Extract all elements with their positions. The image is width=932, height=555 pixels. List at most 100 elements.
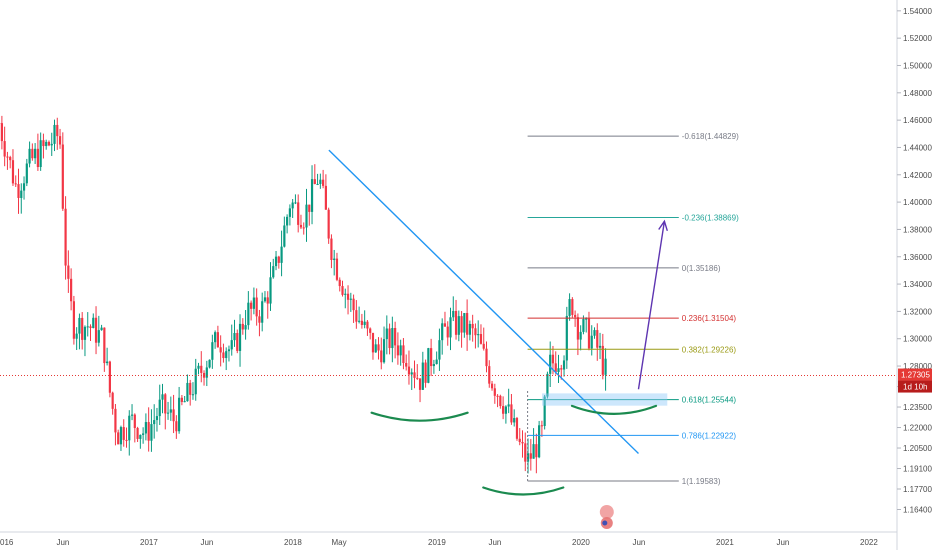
- candle-body: [150, 424, 152, 441]
- candle-body: [305, 205, 307, 228]
- candle: [364, 310, 366, 328]
- candle-body: [23, 183, 25, 190]
- fib-level: 0(1.35186): [528, 264, 721, 273]
- countdown-value: 1d 10h: [903, 383, 927, 392]
- candle-body: [355, 310, 357, 322]
- candle-body: [42, 140, 44, 146]
- candle: [557, 355, 559, 383]
- fib-level: 0.786(1.22922): [528, 431, 737, 440]
- candle-body: [184, 401, 186, 402]
- candle: [541, 421, 543, 437]
- candle: [195, 359, 197, 401]
- candle-body: [333, 259, 335, 260]
- fibonacci-retracement: -0.618(1.44829) -0.236(1.38869) 0(1.35186)…: [528, 132, 739, 486]
- candle: [236, 330, 238, 354]
- candle: [278, 256, 280, 269]
- candle: [67, 250, 69, 293]
- candle-body: [488, 366, 490, 384]
- candle: [502, 396, 504, 419]
- candle-body: [37, 149, 39, 167]
- candle: [172, 395, 174, 433]
- candle-body: [12, 160, 14, 183]
- candle: [283, 217, 285, 248]
- candle: [186, 374, 188, 401]
- candle: [449, 308, 451, 350]
- candle: [26, 159, 28, 186]
- candle-body: [585, 319, 587, 320]
- candle: [499, 395, 501, 409]
- time-tick-label: Jun: [776, 538, 789, 547]
- candle-body: [208, 360, 210, 368]
- candle-body: [568, 299, 570, 316]
- candle: [433, 360, 435, 374]
- candle-body: [62, 145, 64, 209]
- candle-body: [380, 350, 382, 362]
- candle: [76, 327, 78, 350]
- candle: [513, 409, 515, 426]
- candle-body: [391, 328, 393, 348]
- fib-level: 0.382(1.29226): [528, 345, 737, 354]
- candle-body: [402, 345, 404, 363]
- candle: [289, 204, 291, 225]
- fib-label: -0.618(1.44829): [682, 132, 739, 141]
- candle: [280, 231, 282, 277]
- candle-body: [53, 125, 55, 144]
- candle: [211, 335, 213, 369]
- candle: [532, 428, 534, 459]
- price-tick-label: 1.23500: [903, 403, 932, 412]
- candle: [73, 296, 75, 345]
- candle-body: [134, 415, 136, 428]
- candle-body: [297, 202, 299, 224]
- candle-body: [59, 136, 61, 144]
- candle: [496, 394, 498, 407]
- candle-body: [51, 144, 53, 145]
- candle-body: [164, 394, 166, 413]
- candle: [12, 149, 14, 186]
- candle-body: [98, 330, 100, 343]
- candle: [585, 317, 587, 332]
- candle-body: [496, 396, 498, 397]
- candle-body: [538, 425, 540, 457]
- fib-label: 0.382(1.29226): [682, 345, 737, 354]
- candle-body: [211, 342, 213, 360]
- candle: [599, 333, 601, 359]
- candle-body: [197, 366, 199, 369]
- candle: [485, 341, 487, 372]
- candle-body: [541, 425, 543, 426]
- left-shoulder-arc: [372, 413, 468, 421]
- candle-body: [269, 277, 271, 303]
- candle: [333, 250, 335, 275]
- candle: [264, 291, 266, 303]
- candle-body: [28, 149, 30, 164]
- candle-body: [267, 297, 269, 303]
- candle-body: [546, 374, 548, 397]
- candle: [380, 338, 382, 370]
- candle-body: [411, 372, 413, 374]
- candle-body: [582, 319, 584, 332]
- candle: [15, 175, 17, 187]
- candle-body: [40, 140, 42, 167]
- candle: [347, 285, 349, 314]
- candle-body: [438, 340, 440, 359]
- candle: [508, 389, 510, 413]
- candle-body: [577, 317, 579, 339]
- candle-body: [64, 209, 66, 266]
- candle: [538, 421, 540, 458]
- candle: [1, 116, 3, 149]
- candle: [458, 311, 460, 342]
- candle: [491, 381, 493, 391]
- fib-label: 0.236(1.31504): [682, 314, 737, 323]
- candle: [150, 409, 152, 452]
- head-arc: [483, 487, 563, 494]
- time-tick-label: Jun: [200, 538, 213, 547]
- candle: [225, 347, 227, 370]
- candle-body: [530, 453, 532, 458]
- price-tick-label: 1.36000: [903, 253, 932, 262]
- candle: [477, 320, 479, 347]
- fib-level: -0.236(1.38869): [528, 214, 739, 223]
- candle-body: [330, 239, 332, 260]
- candle-body: [100, 328, 102, 330]
- candle: [311, 165, 313, 224]
